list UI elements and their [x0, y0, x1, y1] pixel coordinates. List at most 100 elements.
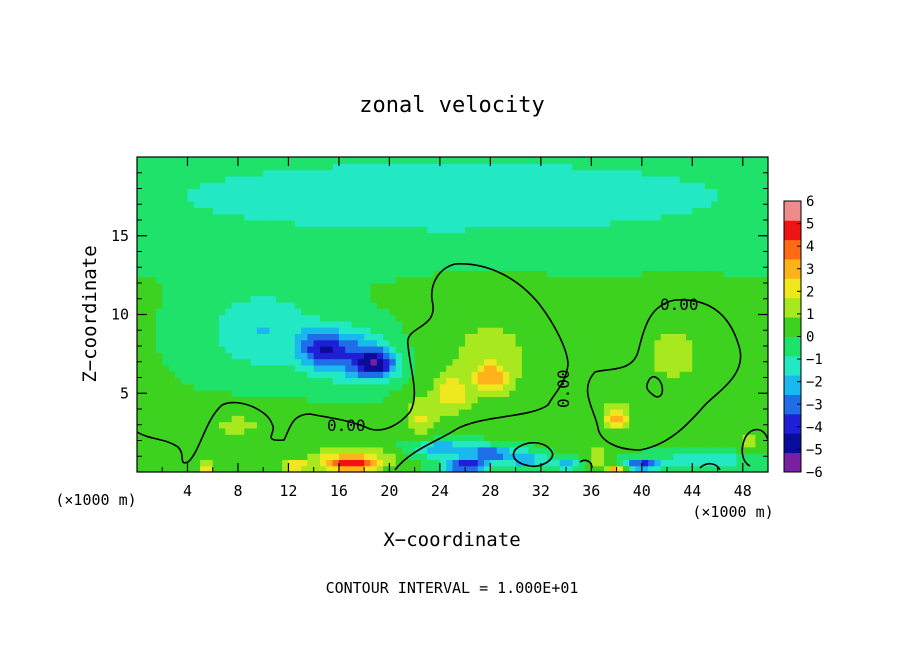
heatmap-cell	[465, 213, 473, 221]
heatmap-cell	[452, 308, 460, 316]
heatmap-cell	[610, 308, 618, 316]
heatmap-cell	[515, 257, 523, 265]
heatmap-cell	[471, 346, 479, 353]
heatmap-cell	[667, 270, 674, 278]
heatmap-cell	[149, 283, 157, 290]
heatmap-cell	[641, 364, 649, 372]
heatmap-cell	[383, 220, 390, 227]
heatmap-cell	[168, 314, 176, 322]
heatmap-cell	[193, 295, 201, 303]
heatmap-cell	[591, 358, 599, 366]
heatmap-cell	[736, 364, 744, 372]
heatmap-cell	[673, 415, 681, 423]
heatmap-cell	[559, 352, 567, 360]
heatmap-cell	[629, 383, 637, 391]
heatmap-cell	[591, 390, 599, 397]
heatmap-cell	[288, 371, 296, 379]
heatmap-cell	[237, 226, 245, 234]
heatmap-cell	[660, 194, 668, 202]
heatmap-cell	[742, 352, 750, 360]
heatmap-cell	[231, 434, 239, 442]
heatmap-cell	[654, 364, 662, 372]
heatmap-cell	[629, 346, 637, 353]
heatmap-cell	[294, 188, 302, 196]
heatmap-cell	[667, 264, 674, 271]
heatmap-cell	[458, 409, 466, 416]
heatmap-cell	[376, 358, 384, 366]
heatmap-cell	[452, 283, 460, 290]
heatmap-cell	[654, 396, 662, 404]
heatmap-cell	[212, 352, 220, 360]
heatmap-cell	[528, 175, 536, 183]
heatmap-cell	[402, 201, 409, 208]
heatmap-cell	[761, 207, 768, 215]
heatmap-cell	[585, 238, 592, 246]
heatmap-cell	[149, 213, 157, 221]
heatmap-cell	[288, 157, 296, 164]
heatmap-cell	[660, 238, 668, 246]
heatmap-cell	[616, 339, 624, 347]
heatmap-cell	[250, 289, 258, 297]
heatmap-cell	[301, 226, 308, 234]
heatmap-cell	[635, 264, 643, 271]
heatmap-cell	[338, 169, 346, 177]
heatmap-cell	[155, 377, 163, 385]
heatmap-cell	[685, 459, 693, 467]
heatmap-cell	[414, 415, 422, 423]
heatmap-cell	[168, 283, 176, 290]
heatmap-cell	[540, 465, 548, 472]
heatmap-cell	[307, 434, 315, 442]
heatmap-cell	[326, 157, 334, 164]
heatmap-cell	[484, 434, 491, 442]
heatmap-cell	[496, 238, 504, 246]
heatmap-cell	[149, 453, 157, 460]
heatmap-cell	[465, 295, 473, 303]
heatmap-cell	[515, 226, 523, 234]
heatmap-cell	[282, 245, 290, 253]
heatmap-cell	[269, 396, 277, 404]
heatmap-cell	[711, 194, 719, 202]
heatmap-cell	[332, 238, 340, 246]
heatmap-cell	[206, 396, 214, 404]
heatmap-cell	[547, 251, 555, 259]
heatmap-cell	[578, 301, 586, 309]
heatmap-cell	[534, 402, 542, 410]
heatmap-cell	[610, 459, 618, 467]
heatmap-cell	[376, 157, 384, 164]
heatmap-cell	[528, 276, 536, 284]
heatmap-cell	[629, 201, 637, 208]
heatmap-cell	[237, 301, 245, 309]
heatmap-cell	[572, 371, 580, 379]
heatmap-cell	[521, 188, 529, 196]
heatmap-cell	[679, 427, 687, 435]
heatmap-cell	[717, 226, 725, 234]
heatmap-cell	[345, 371, 353, 379]
heatmap-cell	[389, 339, 397, 347]
heatmap-cell	[351, 270, 359, 278]
heatmap-cell	[395, 333, 403, 341]
heatmap-cell	[528, 346, 536, 353]
heatmap-cell	[376, 295, 384, 303]
heatmap-cell	[648, 427, 656, 435]
heatmap-cell	[420, 245, 428, 253]
heatmap-cell	[540, 314, 548, 322]
heatmap-cell	[181, 157, 189, 164]
heatmap-cell	[736, 339, 744, 347]
heatmap-cell	[515, 446, 523, 454]
heatmap-cell	[515, 201, 523, 208]
heatmap-cell	[616, 264, 624, 271]
heatmap-cell	[288, 352, 296, 360]
heatmap-cell	[250, 358, 258, 366]
heatmap-cell	[395, 409, 403, 416]
heatmap-cell	[288, 201, 296, 208]
heatmap-cell	[181, 270, 189, 278]
heatmap-cell	[389, 182, 397, 190]
heatmap-cell	[414, 409, 422, 416]
heatmap-cell	[383, 301, 390, 309]
heatmap-cell	[155, 415, 163, 423]
heatmap-cell	[256, 453, 264, 460]
heatmap-cell	[439, 377, 447, 385]
heatmap-cell	[484, 333, 491, 341]
heatmap-cell	[420, 257, 428, 265]
heatmap-cell	[509, 220, 517, 227]
